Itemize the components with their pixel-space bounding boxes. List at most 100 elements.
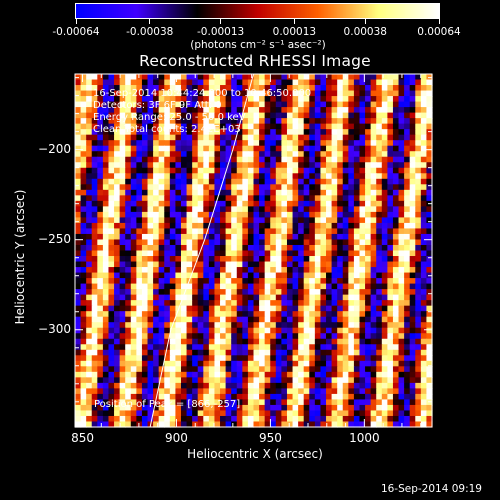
heatmap-cell	[180, 311, 188, 318]
heatmap-cell	[91, 382, 98, 389]
heatmap-cell	[415, 333, 422, 340]
heatmap-cell	[415, 173, 422, 180]
heatmap-cell	[119, 189, 126, 196]
heatmap-cell	[365, 167, 372, 174]
heatmap-cell	[102, 162, 110, 169]
heatmap-cell	[175, 79, 182, 86]
heatmap-cell	[97, 178, 104, 185]
heatmap-cell	[136, 140, 143, 147]
heatmap-cell	[270, 344, 277, 351]
heatmap-cell	[320, 399, 327, 406]
heatmap-cell	[153, 338, 160, 345]
heatmap-cell	[208, 300, 216, 307]
heatmap-cell	[236, 289, 243, 296]
heatmap-cell	[158, 344, 165, 351]
heatmap-cell	[314, 377, 322, 384]
heatmap-cell	[259, 112, 266, 119]
heatmap-cell	[91, 244, 98, 252]
heatmap-cell	[303, 134, 310, 141]
heatmap-cell	[164, 233, 171, 241]
heatmap-cell	[342, 167, 349, 174]
heatmap-cell	[141, 222, 149, 230]
heatmap-cell	[86, 316, 93, 323]
heatmap-cell	[392, 300, 400, 307]
heatmap-cell	[264, 101, 271, 108]
heatmap-cell	[286, 300, 294, 307]
heatmap-cell	[158, 178, 165, 185]
heatmap-cell	[337, 79, 344, 86]
heatmap-cell	[214, 184, 221, 191]
heatmap-cell	[180, 289, 188, 296]
heatmap-cell	[231, 366, 238, 373]
heatmap-cell	[314, 349, 322, 356]
heatmap-cell	[242, 184, 249, 191]
heatmap-cell	[370, 250, 377, 257]
heatmap-cell	[359, 184, 366, 191]
heatmap-cell	[80, 233, 87, 241]
heatmap-cell	[292, 211, 299, 219]
heatmap-cell	[114, 217, 121, 224]
heatmap-cell	[398, 145, 405, 152]
heatmap-cell	[208, 79, 216, 86]
heatmap-cell	[326, 123, 333, 130]
heatmap-cell	[147, 327, 154, 334]
heatmap-cell	[259, 289, 266, 296]
heatmap-cell	[392, 261, 400, 268]
heatmap-cell	[197, 123, 204, 130]
heatmap-cell	[303, 289, 310, 296]
heatmap-cell	[270, 107, 277, 114]
heatmap-cell	[208, 399, 216, 406]
heatmap-cell	[348, 112, 355, 119]
heatmap-cell	[404, 222, 411, 230]
heatmap-cell	[114, 388, 121, 395]
heatmap-cell	[365, 233, 372, 241]
heatmap-cell	[141, 305, 149, 312]
heatmap-cell	[97, 371, 104, 378]
heatmap-cell	[404, 118, 411, 125]
heatmap-cell	[119, 399, 126, 406]
heatmap-cell	[259, 382, 266, 389]
heatmap-cell	[197, 278, 204, 285]
heatmap-cell	[97, 399, 104, 406]
heatmap-cell	[298, 349, 305, 356]
heatmap-cell	[359, 206, 366, 213]
heatmap-cell	[281, 101, 288, 108]
heatmap-cell	[108, 112, 115, 119]
heatmap-cell	[247, 239, 255, 246]
heatmap-cell	[286, 145, 294, 152]
heatmap-cell	[158, 195, 165, 202]
heatmap-cell	[186, 156, 193, 163]
heatmap-cell	[108, 393, 115, 401]
heatmap-cell	[147, 289, 154, 296]
heatmap-cell	[247, 272, 255, 279]
heatmap-cell	[420, 322, 428, 329]
heatmap-cell	[314, 300, 322, 307]
heatmap-cell	[398, 211, 405, 219]
heatmap-cell	[158, 300, 165, 307]
heatmap-cell	[214, 96, 221, 103]
heatmap-cell	[114, 393, 121, 401]
heatmap-cell	[169, 410, 177, 417]
heatmap-cell	[353, 410, 361, 417]
heatmap-cell	[420, 256, 428, 263]
heatmap-cell	[158, 173, 165, 180]
heatmap-cell	[80, 195, 87, 202]
heatmap-cell	[353, 355, 361, 362]
heatmap-cell	[392, 112, 400, 119]
heatmap-cell	[381, 294, 388, 301]
heatmap-cell	[404, 239, 411, 246]
heatmap-cell	[208, 107, 216, 114]
heatmap-cell	[331, 101, 338, 108]
heatmap-cell	[197, 211, 204, 219]
heatmap-cell	[370, 393, 377, 401]
heatmap-cell	[342, 107, 349, 114]
heatmap-cell	[136, 349, 143, 356]
heatmap-cell	[125, 184, 132, 191]
heatmap-cell	[236, 371, 243, 378]
heatmap-cell	[158, 404, 165, 412]
heatmap-cell	[270, 300, 277, 307]
heatmap-cell	[365, 410, 372, 417]
heatmap-cell	[102, 184, 110, 191]
heatmap-cell	[192, 211, 199, 219]
heatmap-cell	[404, 107, 411, 114]
